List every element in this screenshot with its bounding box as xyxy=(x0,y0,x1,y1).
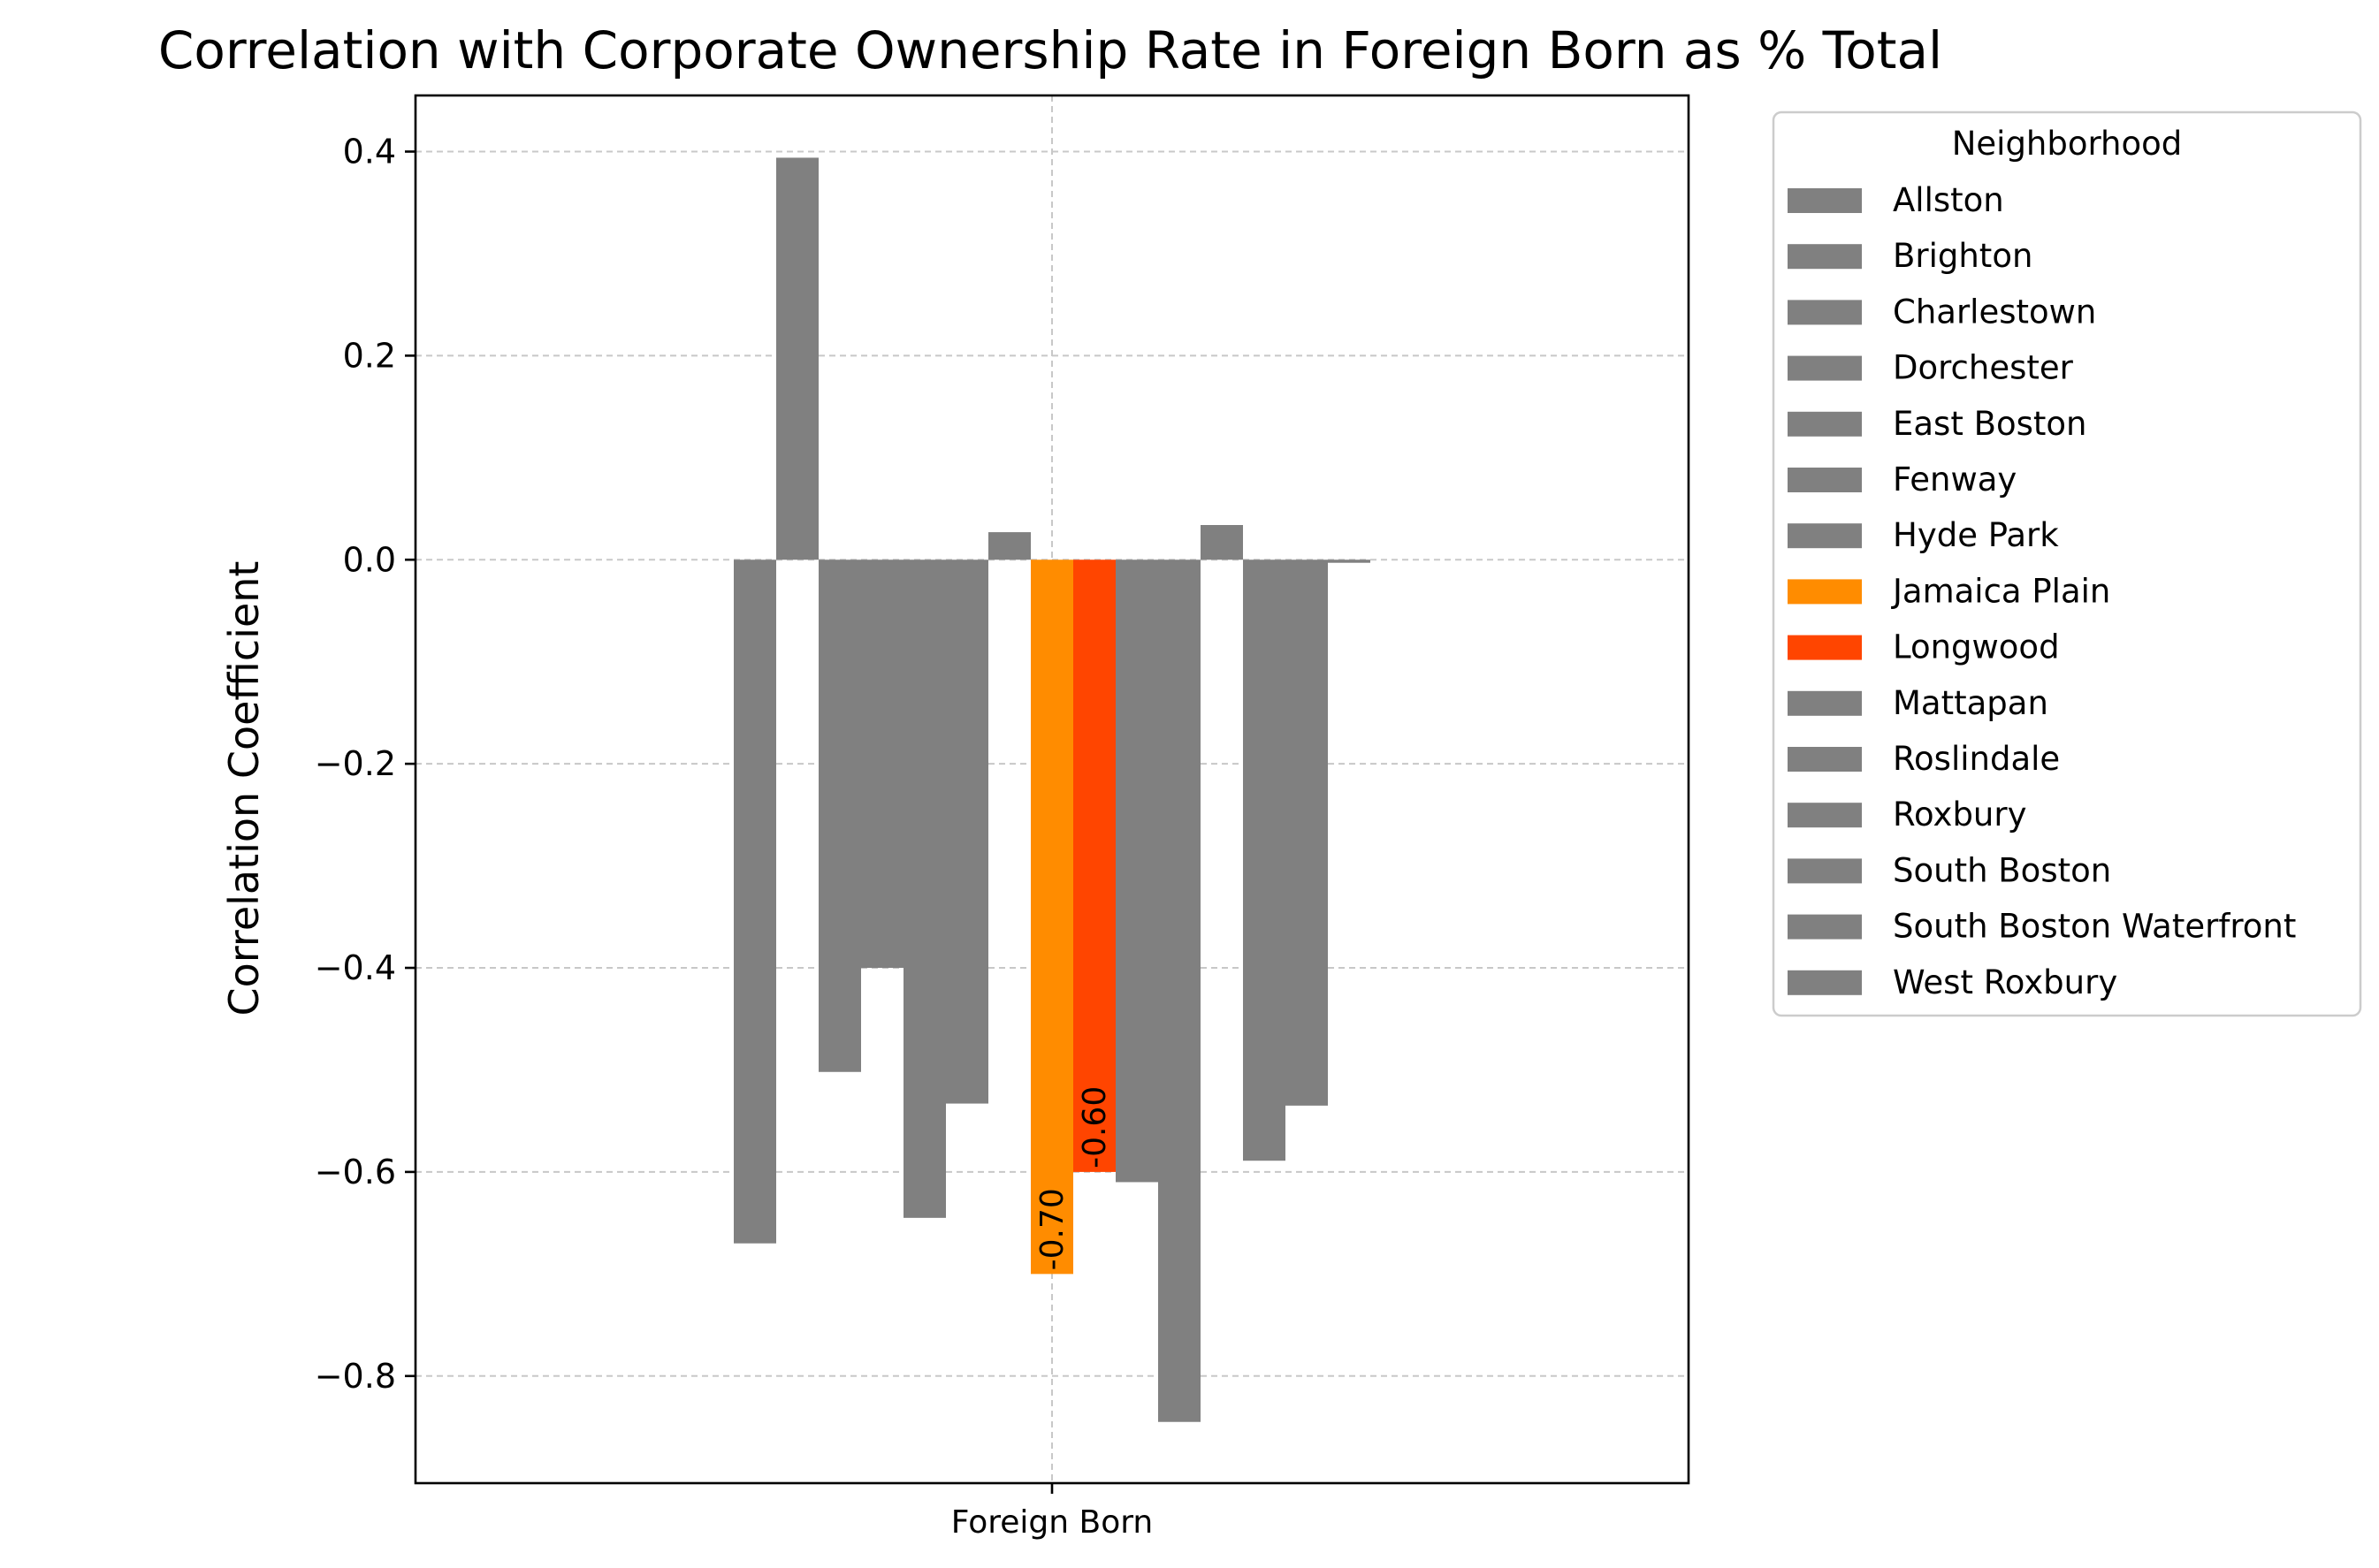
bar-brighton xyxy=(776,157,819,560)
legend-label-hyde-park: Hyde Park xyxy=(1893,516,2059,554)
bar-south-boston-waterfront xyxy=(1285,559,1328,1106)
y-tick-label: −0.2 xyxy=(315,744,396,783)
y-tick-label: −0.8 xyxy=(315,1357,396,1396)
legend-swatch-roslindale xyxy=(1788,747,1862,772)
bar-fenway xyxy=(946,559,988,1104)
bar-charlestown xyxy=(819,559,861,1072)
legend-label-longwood: Longwood xyxy=(1893,628,2060,666)
legend-swatch-longwood xyxy=(1788,635,1862,660)
bar-mattapan xyxy=(1116,559,1158,1183)
bar-east-boston xyxy=(904,559,946,1218)
legend-label-mattapan: Mattapan xyxy=(1893,684,2048,722)
legend-label-brighton: Brighton xyxy=(1893,237,2032,275)
y-axis-label: Correlation Coefficient xyxy=(220,561,268,1016)
legend-label-south-boston: South Boston xyxy=(1893,851,2111,889)
bar-longwood xyxy=(1073,559,1116,1172)
legend-swatch-charlestown xyxy=(1788,300,1862,325)
bar-south-boston xyxy=(1243,559,1285,1161)
legend-swatch-west-roxbury xyxy=(1788,970,1862,995)
data-label-longwood: -0.60 xyxy=(1077,1086,1113,1168)
legend-swatch-allston xyxy=(1788,188,1862,213)
legend-label-south-boston-waterfront: South Boston Waterfront xyxy=(1893,908,2296,946)
chart-title: Correlation with Corporate Ownership Rat… xyxy=(158,20,1942,80)
legend-label-roxbury: Roxbury xyxy=(1893,795,2027,833)
legend-swatch-dorchester xyxy=(1788,355,1862,381)
bar-jamaica-plain xyxy=(1031,559,1073,1275)
legend-label-west-roxbury: West Roxbury xyxy=(1893,963,2117,1001)
legend-title: Neighborhood xyxy=(1952,125,2183,163)
legend-swatch-hyde-park xyxy=(1788,523,1862,549)
bars xyxy=(734,157,1370,1422)
legend-swatch-mattapan xyxy=(1788,690,1862,716)
data-label-jamaica-plain: -0.70 xyxy=(1034,1188,1071,1270)
legend-label-fenway: Fenway xyxy=(1893,461,2017,499)
legend-swatch-roxbury xyxy=(1788,803,1862,828)
legend-label-east-boston: East Boston xyxy=(1893,405,2087,443)
legend-label-roslindale: Roslindale xyxy=(1893,740,2060,778)
bar-hyde-park xyxy=(988,532,1031,560)
y-tick-label: 0.2 xyxy=(343,336,396,375)
legend-label-allston: Allston xyxy=(1893,181,2004,219)
bar-roxbury xyxy=(1201,525,1243,560)
y-tick-label: −0.6 xyxy=(315,1153,396,1191)
bar-west-roxbury xyxy=(1328,559,1370,563)
legend-swatch-south-boston-waterfront xyxy=(1788,914,1862,940)
legend-swatch-jamaica-plain xyxy=(1788,579,1862,605)
legend-label-dorchester: Dorchester xyxy=(1893,349,2074,387)
data-labels: -0.70-0.60 xyxy=(1034,1086,1113,1271)
legend-swatch-fenway xyxy=(1788,468,1862,492)
legend-label-charlestown: Charlestown xyxy=(1893,293,2096,331)
legend-label-jamaica-plain: Jamaica Plain xyxy=(1891,572,2110,610)
bar-dorchester xyxy=(861,559,904,969)
x-axis-ticks: Foreign Born xyxy=(951,1483,1153,1541)
x-tick-label: Foreign Born xyxy=(951,1504,1153,1541)
legend-swatch-east-boston xyxy=(1788,411,1862,437)
y-tick-label: −0.4 xyxy=(315,948,396,987)
legend: Neighborhood Allston Brighton Charlestown D… xyxy=(1772,110,2362,1017)
legend-swatch-south-boston xyxy=(1788,858,1862,884)
y-tick-label: 0.0 xyxy=(343,540,396,579)
legend-swatch-brighton xyxy=(1788,244,1862,270)
bar-allston xyxy=(734,559,776,1244)
y-tick-label: 0.4 xyxy=(343,132,396,171)
bar-roslindale xyxy=(1158,559,1201,1422)
y-axis-ticks: −0.8 −0.6 −0.4 −0.2 0.0 0.2 0.4 xyxy=(315,132,416,1396)
legend-box xyxy=(1772,110,2362,1017)
